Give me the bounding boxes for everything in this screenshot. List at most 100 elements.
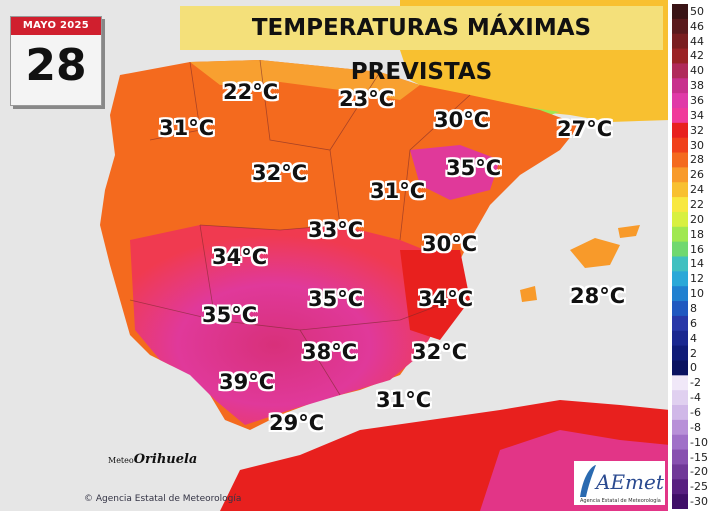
date-day: 28: [25, 40, 87, 91]
legend-label: 42: [690, 49, 704, 63]
aemet-logo-art: AEmet Agencia Estatal de Meteorología: [580, 465, 665, 504]
legend-label: -6: [690, 405, 701, 419]
temp-label: 31°C: [376, 388, 432, 412]
legend-swatch: [672, 271, 688, 287]
legend-label: 22: [690, 198, 704, 211]
legend-label: 14: [690, 257, 704, 271]
legend-label: 6: [690, 316, 697, 330]
aemet-subtitle: Agencia Estatal de Meteorología: [580, 497, 661, 504]
temp-label: 38°C: [302, 340, 358, 364]
legend-swatch: [672, 315, 688, 332]
temp-label: 35°C: [202, 303, 258, 327]
ebro-hot: [410, 145, 500, 200]
logo-name: Orihuela: [133, 452, 198, 467]
temp-label: 22°C: [223, 80, 279, 104]
legend-swatch: [672, 137, 688, 154]
legend-swatch: [672, 78, 688, 94]
legend-swatch: [672, 434, 688, 451]
copyright-icon: ©: [84, 494, 93, 504]
temp-label: 32°C: [252, 161, 308, 185]
legend-swatch: [672, 301, 688, 317]
legend-label: -8: [690, 420, 701, 434]
legend-swatch: [672, 182, 688, 198]
legend-swatch: [672, 167, 688, 183]
legend-label: 20: [690, 212, 704, 226]
legend-bar: [672, 4, 688, 509]
temp-label: 39°C: [219, 370, 275, 394]
legend-label: 8: [690, 301, 697, 315]
temp-label: 31°C: [370, 179, 426, 203]
legend-swatch: [672, 330, 688, 347]
legend-swatch: [672, 419, 688, 436]
legend-swatch: [672, 48, 688, 64]
legend-swatch: [672, 241, 688, 257]
map-title: TEMPERATURAS MÁXIMAS PREVISTAS: [251, 15, 592, 85]
legend-label: 32: [690, 123, 704, 137]
temp-label: 31°C: [159, 116, 215, 140]
legend-label: 44: [690, 34, 704, 48]
legend-label: 40: [690, 64, 704, 78]
legend-swatch: [672, 152, 688, 168]
temp-label: 27°C: [557, 117, 613, 141]
aemet-wordmark: AEmet: [594, 470, 665, 494]
legend-swatch: [672, 286, 688, 302]
temp-label: 30°C: [422, 232, 478, 256]
legend-swatch: [672, 345, 688, 361]
ibiza: [520, 286, 537, 302]
province-borders: [129, 59, 471, 396]
legend-label: 0: [690, 361, 697, 375]
legend-swatch: [672, 18, 688, 35]
menorca: [618, 225, 640, 238]
legend-label: 38: [690, 79, 704, 93]
temp-label: 29°C: [269, 411, 325, 435]
legend-label: -4: [690, 391, 701, 405]
color-legend: 50 46 44 42 40 38 36 34 32 30 28 26 24 22 20 18 16 14 12 10…: [668, 0, 720, 511]
legend-swatch: [672, 390, 688, 406]
legend-swatch: [672, 256, 688, 272]
legend-swatch: [672, 33, 688, 50]
legend-swatch: [672, 405, 688, 421]
legend-swatch: [672, 449, 688, 465]
logo-prefix: Meteo: [108, 456, 134, 465]
legend-swatch: [672, 4, 688, 20]
levante-red: [400, 250, 470, 340]
temp-label: 34°C: [418, 287, 474, 311]
legend-swatch: [672, 375, 688, 391]
iberia-hot: [130, 225, 450, 425]
legend-swatch: [672, 93, 688, 109]
temp-label: 34°C: [212, 245, 268, 269]
title-box: TEMPERATURAS MÁXIMAS PREVISTAS: [180, 6, 663, 85]
date-badge: MAYO 2025 28: [10, 16, 102, 106]
temperature-map: [100, 0, 670, 511]
meteorihuela-logo: MeteoOrihuela: [108, 452, 197, 467]
legend-swatch: [672, 63, 688, 79]
legend-label: -2: [690, 376, 701, 390]
legend-label: 16: [690, 242, 704, 256]
legend-swatch: [672, 479, 688, 495]
date-month: MAYO 2025: [11, 17, 101, 35]
legend-label: 46: [690, 19, 704, 33]
legend-label: 36: [690, 94, 704, 108]
legend-swatch: [672, 226, 688, 243]
temp-label: 33°C: [308, 218, 364, 242]
temp-label: 35°C: [308, 287, 364, 311]
legend-swatch: [672, 211, 688, 228]
legend-label: 50: [690, 4, 704, 18]
legend-swatch: [672, 197, 688, 213]
temp-label: 23°C: [339, 87, 395, 111]
legend-swatch: [672, 464, 688, 480]
legend-label: -25: [690, 480, 708, 494]
legend-label: 28: [690, 153, 704, 167]
credit-text: Agencia Estatal de Meteorología: [95, 494, 242, 504]
legend-label: 10: [690, 287, 704, 301]
legend-label: 24: [690, 183, 704, 197]
legend-label: -15: [690, 450, 708, 464]
legend-label: 4: [690, 331, 697, 345]
north-coast-cool: [190, 60, 420, 100]
legend-label: 30: [690, 138, 704, 152]
legend-label: 34: [690, 108, 704, 122]
legend-label: 2: [690, 346, 697, 360]
aemet-logo: AEmet Agencia Estatal de Meteorología: [574, 461, 665, 505]
legend-label: -30: [690, 495, 708, 509]
legend-swatch: [672, 494, 688, 509]
